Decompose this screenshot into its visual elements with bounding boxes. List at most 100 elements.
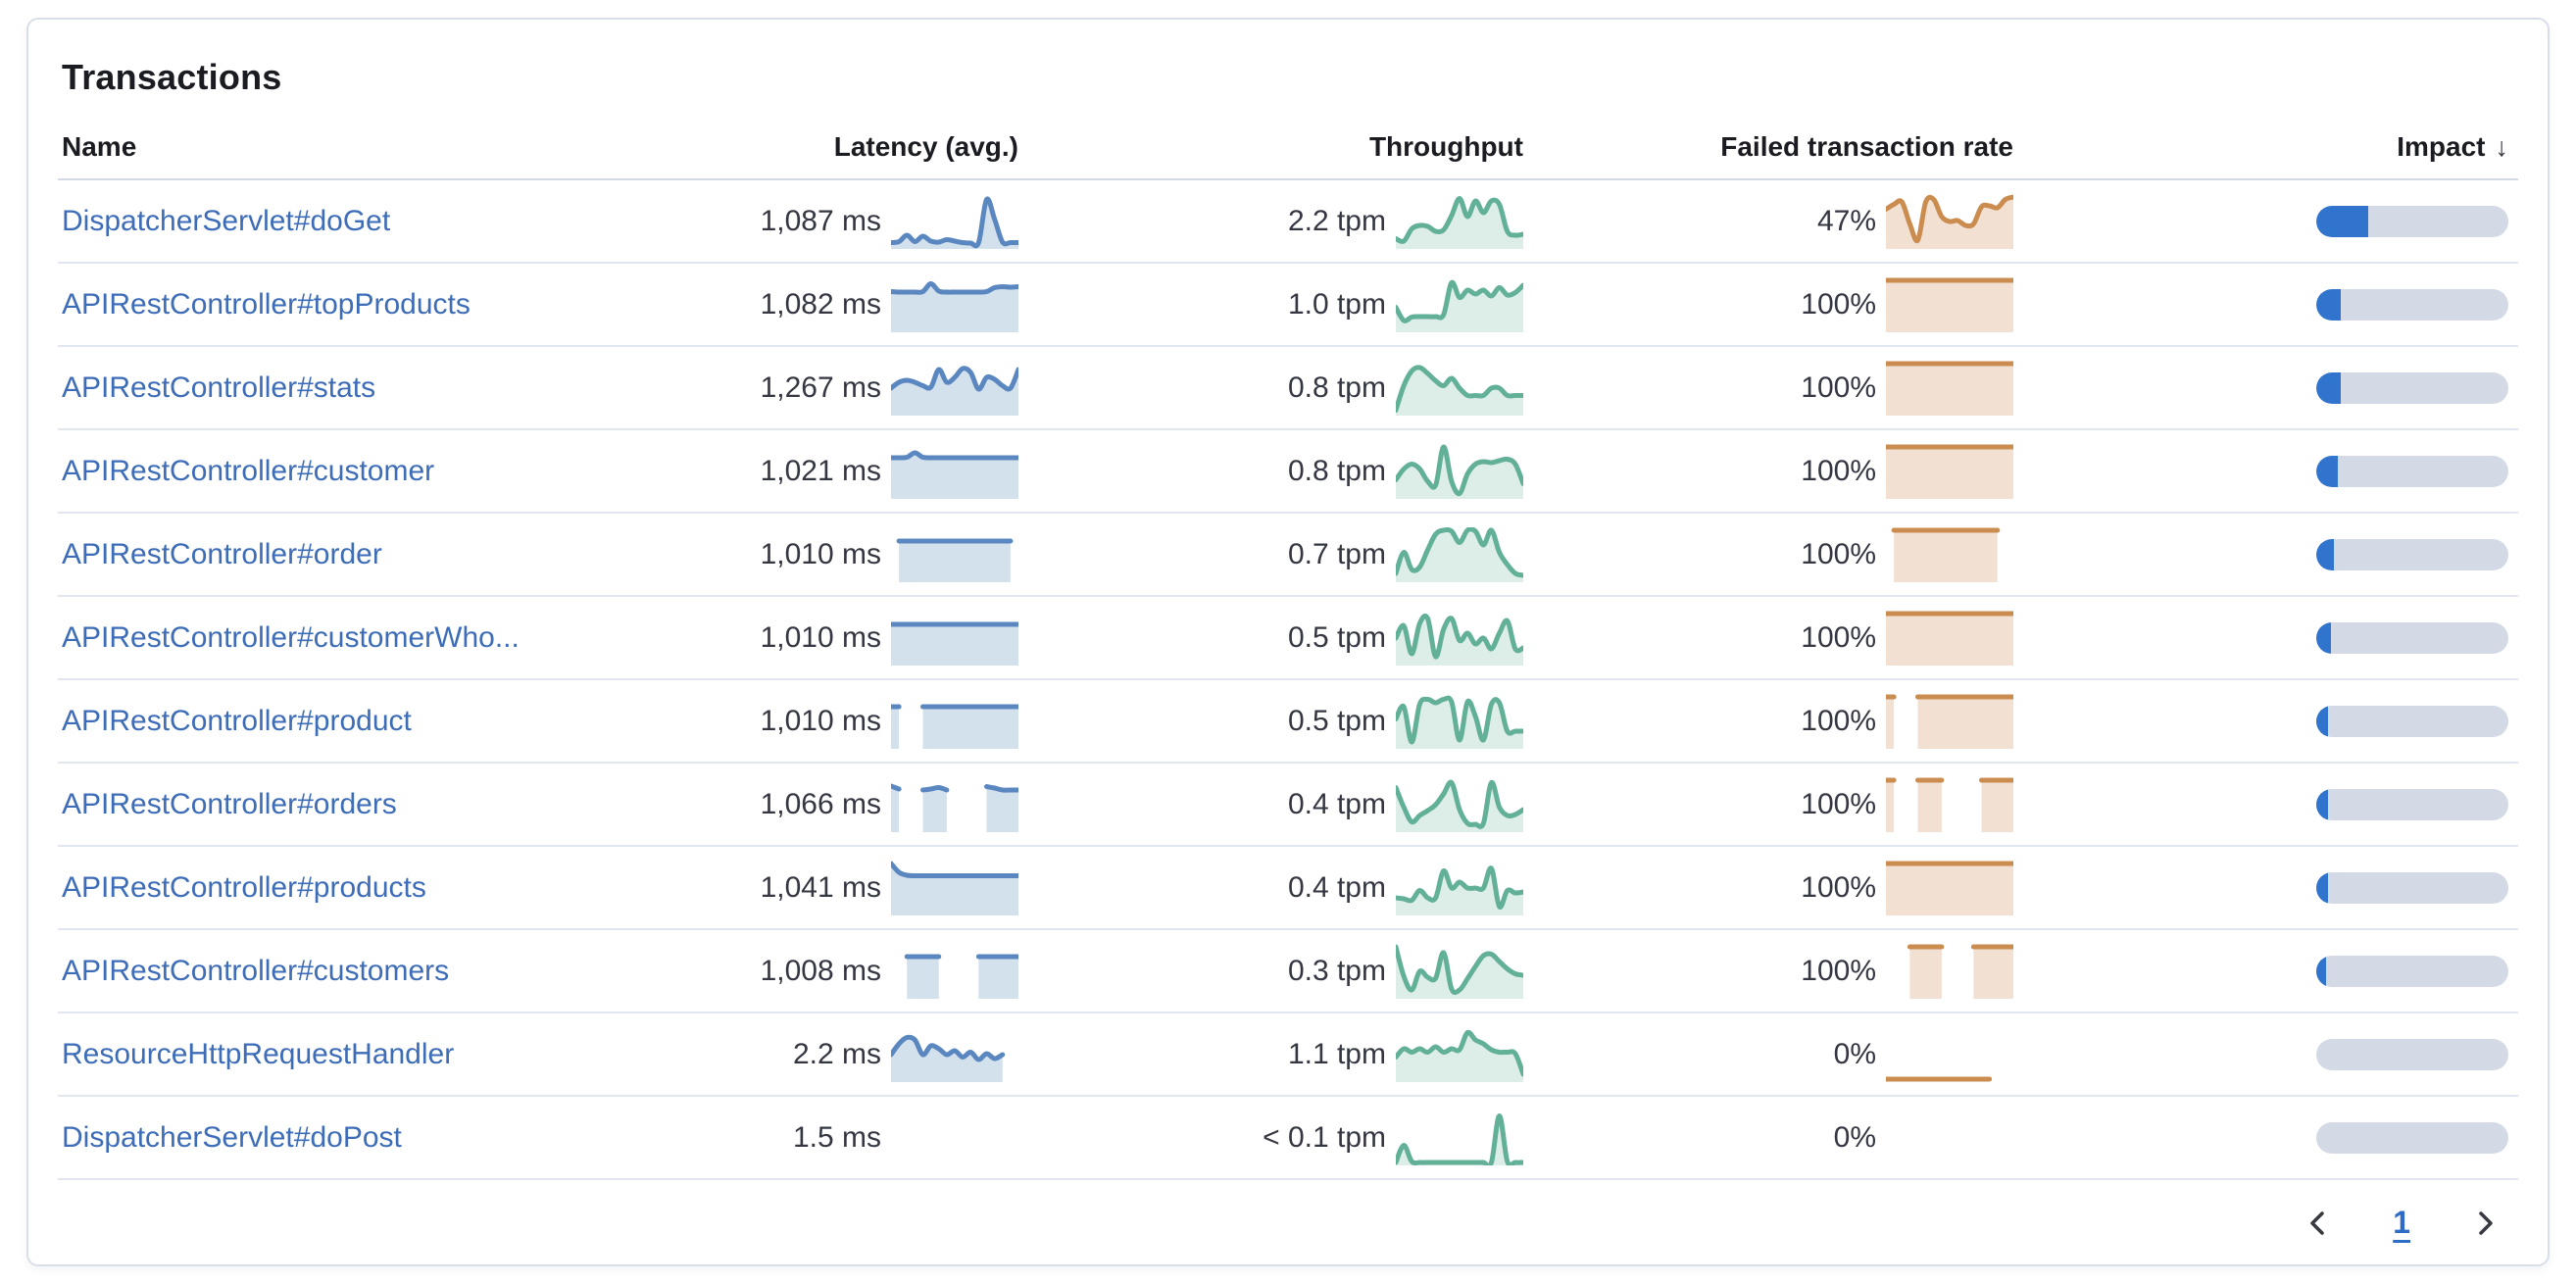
failed-rate-value: 100% bbox=[1801, 454, 1876, 487]
column-header-impact[interactable]: Impact ↓ bbox=[2013, 131, 2518, 163]
throughput-sparkline bbox=[1396, 694, 1523, 749]
table-row: APIRestController#customerWho... 1,010 m… bbox=[58, 597, 2518, 680]
failed-rate-value: 100% bbox=[1801, 787, 1876, 820]
throughput-sparkline bbox=[1396, 1111, 1523, 1165]
transaction-name-link[interactable]: APIRestController#customers bbox=[62, 954, 450, 987]
latency-value: 1,066 ms bbox=[760, 787, 881, 820]
failed-rate-sparkline bbox=[1886, 611, 2013, 666]
latency-value: 1,008 ms bbox=[760, 954, 881, 987]
transaction-name-link[interactable]: APIRestController#order bbox=[62, 537, 382, 570]
throughput-value: 0.3 tpm bbox=[1287, 954, 1386, 987]
throughput-sparkline bbox=[1396, 277, 1523, 332]
impact-bar-fill bbox=[2316, 371, 2341, 404]
throughput-value: 0.4 tpm bbox=[1287, 870, 1386, 904]
transaction-name-link[interactable]: APIRestController#products bbox=[62, 870, 426, 904]
impact-bar-fill bbox=[2316, 205, 2368, 237]
latency-sparkline bbox=[891, 944, 1018, 999]
chevron-right-icon bbox=[2479, 1210, 2493, 1235]
latency-value: 1,010 ms bbox=[760, 537, 881, 570]
failed-rate-value: 100% bbox=[1801, 537, 1876, 570]
impact-bar-track bbox=[2316, 538, 2508, 570]
latency-sparkline bbox=[891, 527, 1018, 582]
throughput-sparkline bbox=[1396, 361, 1523, 416]
table-row: APIRestController#topProducts 1,082 ms 1… bbox=[58, 264, 2518, 347]
latency-value: 1,267 ms bbox=[760, 370, 881, 404]
failed-rate-value: 100% bbox=[1801, 870, 1876, 904]
impact-bar-fill bbox=[2316, 871, 2328, 904]
throughput-value: 2.2 tpm bbox=[1287, 204, 1386, 237]
latency-sparkline bbox=[891, 361, 1018, 416]
impact-bar-fill bbox=[2316, 621, 2331, 654]
throughput-value: < 0.1 tpm bbox=[1263, 1120, 1386, 1154]
throughput-value: 0.4 tpm bbox=[1287, 787, 1386, 820]
impact-bar-fill bbox=[2316, 788, 2328, 820]
transaction-name-link[interactable]: APIRestController#stats bbox=[62, 370, 376, 404]
transaction-name-link[interactable]: APIRestController#customerWho... bbox=[62, 620, 520, 654]
transaction-name-link[interactable]: DispatcherServlet#doPost bbox=[62, 1120, 402, 1154]
throughput-value: 0.7 tpm bbox=[1287, 537, 1386, 570]
impact-bar-track bbox=[2316, 621, 2508, 654]
transaction-name-link[interactable]: DispatcherServlet#doGet bbox=[62, 204, 391, 237]
column-header-throughput[interactable]: Throughput bbox=[1368, 131, 1523, 162]
transaction-name-link[interactable]: APIRestController#topProducts bbox=[62, 287, 471, 321]
table-row: DispatcherServlet#doGet 1,087 ms 2.2 tpm… bbox=[58, 180, 2518, 264]
throughput-value: 0.8 tpm bbox=[1287, 370, 1386, 404]
column-header-impact-label: Impact bbox=[2397, 131, 2486, 162]
impact-bar-track bbox=[2316, 788, 2508, 820]
failed-rate-sparkline bbox=[1886, 1027, 2013, 1082]
table-row: ResourceHttpRequestHandler 2.2 ms 1.1 tp… bbox=[58, 1013, 2518, 1097]
page-number-current[interactable]: 1 bbox=[2387, 1204, 2416, 1242]
next-page-button[interactable] bbox=[2467, 1206, 2502, 1241]
throughput-sparkline bbox=[1396, 861, 1523, 915]
throughput-sparkline bbox=[1396, 443, 1523, 499]
latency-value: 1,041 ms bbox=[760, 870, 881, 904]
table-row: APIRestController#customer 1,021 ms 0.8 … bbox=[58, 430, 2518, 514]
latency-sparkline bbox=[891, 194, 1018, 249]
throughput-value: 1.0 tpm bbox=[1287, 287, 1386, 321]
impact-bar-track bbox=[2316, 1038, 2508, 1070]
column-header-failed-rate[interactable]: Failed transaction rate bbox=[1720, 131, 2013, 162]
table-header-row: Name Latency (avg.) Throughput Failed tr… bbox=[58, 131, 2518, 180]
transaction-name-link[interactable]: APIRestController#product bbox=[62, 704, 412, 737]
latency-value: 1,087 ms bbox=[760, 204, 881, 237]
impact-bar-track bbox=[2316, 205, 2508, 237]
throughput-sparkline bbox=[1396, 777, 1523, 832]
transactions-table: Name Latency (avg.) Throughput Failed tr… bbox=[58, 131, 2518, 1180]
latency-value: 1,010 ms bbox=[760, 704, 881, 737]
transaction-name-link[interactable]: APIRestController#customer bbox=[62, 454, 435, 487]
table-body: DispatcherServlet#doGet 1,087 ms 2.2 tpm… bbox=[58, 180, 2518, 1180]
column-header-name[interactable]: Name bbox=[62, 131, 137, 162]
impact-bar-fill bbox=[2316, 705, 2328, 737]
impact-bar-fill bbox=[2316, 288, 2342, 321]
throughput-sparkline bbox=[1396, 611, 1523, 666]
failed-rate-value: 100% bbox=[1801, 704, 1876, 737]
throughput-sparkline bbox=[1396, 526, 1523, 582]
panel-title: Transactions bbox=[62, 57, 282, 97]
failed-rate-value: 100% bbox=[1801, 287, 1876, 321]
impact-bar-track bbox=[2316, 705, 2508, 737]
impact-bar-track bbox=[2316, 455, 2508, 487]
previous-page-button[interactable] bbox=[2301, 1206, 2336, 1241]
impact-bar-track bbox=[2316, 288, 2508, 321]
table-row: APIRestController#customers 1,008 ms 0.3… bbox=[58, 930, 2518, 1013]
throughput-value: 1.1 tpm bbox=[1287, 1037, 1386, 1070]
throughput-sparkline bbox=[1396, 944, 1523, 999]
chevron-left-icon bbox=[2310, 1210, 2324, 1235]
table-row: APIRestController#product 1,010 ms 0.5 t… bbox=[58, 680, 2518, 764]
table-row: DispatcherServlet#doPost 1.5 ms < 0.1 tp… bbox=[58, 1097, 2518, 1180]
latency-value: 1,010 ms bbox=[760, 620, 881, 654]
column-header-latency[interactable]: Latency (avg.) bbox=[833, 131, 1018, 162]
failed-rate-value: 0% bbox=[1833, 1037, 1876, 1070]
impact-bar-track bbox=[2316, 871, 2508, 904]
throughput-sparkline bbox=[1396, 1027, 1523, 1082]
transaction-name-link[interactable]: ResourceHttpRequestHandler bbox=[62, 1037, 455, 1070]
impact-bar-fill bbox=[2316, 538, 2334, 570]
throughput-value: 0.8 tpm bbox=[1287, 454, 1386, 487]
failed-rate-sparkline bbox=[1886, 527, 2013, 582]
transaction-name-link[interactable]: APIRestController#orders bbox=[62, 787, 397, 820]
impact-bar-track bbox=[2316, 955, 2508, 987]
latency-value: 1,082 ms bbox=[760, 287, 881, 321]
latency-sparkline bbox=[891, 277, 1018, 332]
failed-rate-value: 100% bbox=[1801, 370, 1876, 404]
latency-value: 2.2 ms bbox=[792, 1037, 881, 1070]
